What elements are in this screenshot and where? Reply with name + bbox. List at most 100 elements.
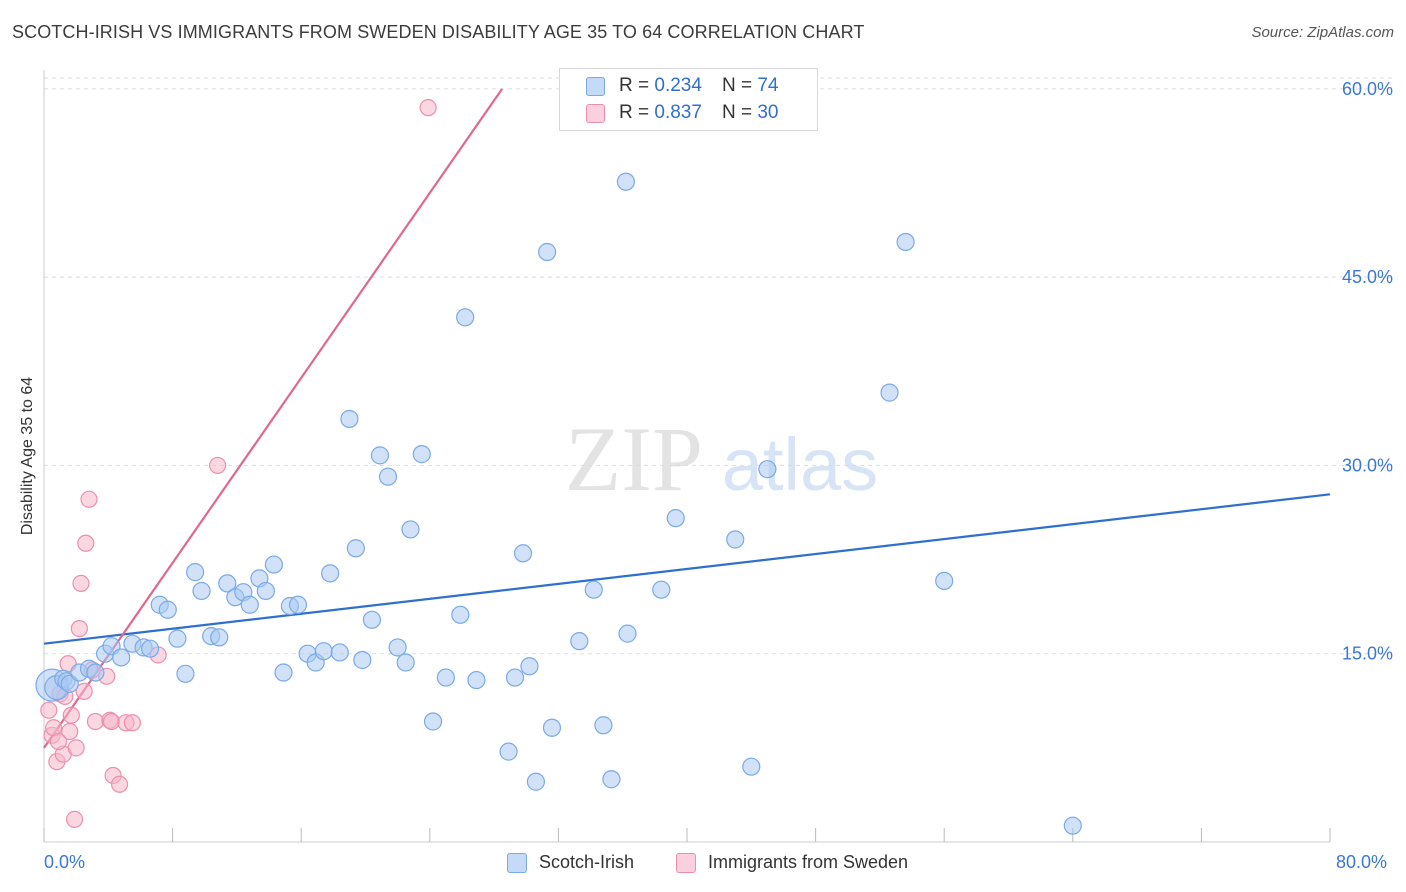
y-tick-label: 30.0%: [1342, 455, 1393, 475]
bottom-legend-scotch-irish: Scotch-Irish: [507, 852, 634, 873]
data-point-sweden: [86, 712, 105, 731]
data-point-sweden: [77, 534, 95, 552]
data-point-scotch-irish: [192, 581, 211, 601]
bottom-legend-sweden: Immigrants from Sweden: [676, 852, 908, 873]
x-tick-max: 80.0%: [1336, 852, 1388, 872]
data-point-scotch-irish: [1063, 816, 1082, 835]
data-point-sweden: [65, 810, 84, 829]
data-point-sweden: [62, 706, 80, 724]
data-point-sweden: [70, 620, 88, 638]
data-point-scotch-irish: [158, 600, 177, 619]
data-point-scotch-irish: [340, 409, 359, 429]
data-point-scotch-irish: [314, 642, 333, 661]
y-tick-label: 60.0%: [1342, 79, 1393, 99]
data-point-scotch-irish: [602, 770, 621, 789]
data-point-scotch-irish: [513, 544, 533, 563]
data-point-scotch-irish: [742, 757, 761, 776]
legend-n-value: 30: [757, 102, 779, 123]
legend-n-value: 74: [757, 75, 779, 96]
data-point-scotch-irish: [423, 712, 443, 731]
data-point-sweden: [49, 732, 68, 751]
scotch-irish-points: [35, 172, 1082, 835]
data-point-sweden: [72, 574, 90, 593]
bottom-legend-label: Immigrants from Sweden: [708, 852, 909, 872]
data-point-scotch-irish: [935, 571, 954, 591]
data-point-scotch-irish: [362, 610, 382, 629]
data-point-sweden: [67, 739, 85, 757]
legend-n-label: N =: [721, 75, 753, 96]
data-point-scotch-irish: [210, 628, 229, 647]
data-point-sweden: [102, 712, 121, 731]
data-point-scotch-irish: [526, 772, 545, 791]
data-point-scotch-irish: [353, 650, 372, 670]
data-point-sweden: [40, 701, 58, 719]
data-point-scotch-irish: [758, 460, 777, 479]
data-point-scotch-irish: [666, 509, 685, 528]
data-point-scotch-irish: [256, 581, 275, 601]
watermark-zip: ZIP: [565, 408, 703, 510]
data-point-scotch-irish: [401, 520, 420, 539]
data-point-scotch-irish: [218, 574, 237, 593]
data-point-scotch-irish: [618, 624, 637, 643]
y-axis-label: Disability Age 35 to 64: [19, 376, 36, 536]
data-point-sweden: [209, 456, 227, 475]
data-point-scotch-irish: [240, 595, 259, 614]
data-point-scotch-irish: [330, 643, 349, 662]
data-point-scotch-irish: [346, 539, 365, 558]
data-point-sweden: [75, 682, 93, 700]
data-point-sweden: [110, 775, 129, 793]
data-point-scotch-irish: [467, 670, 486, 690]
data-point-scotch-irish: [542, 718, 562, 737]
data-point-scotch-irish: [321, 564, 340, 583]
data-point-scotch-irish: [594, 716, 613, 735]
y-tick-label: 15.0%: [1342, 644, 1393, 664]
data-point-scotch-irish: [168, 629, 187, 648]
data-point-scotch-irish: [616, 172, 636, 191]
watermark-atlas: atlas: [722, 423, 878, 506]
data-point-scotch-irish: [456, 308, 475, 327]
y-tick-label: 45.0%: [1342, 267, 1393, 287]
trend-lines: [43, 88, 1331, 749]
source-label: Source: ZipAtlas.com: [1251, 24, 1394, 41]
data-point-sweden: [123, 714, 142, 732]
legend-r-value: 0.837: [654, 102, 702, 123]
data-point-scotch-irish: [264, 555, 283, 574]
data-point-scotch-irish: [436, 668, 455, 687]
bottom-legend-label: Scotch-Irish: [539, 852, 635, 872]
data-point-sweden: [419, 99, 437, 117]
data-point-scotch-irish: [570, 632, 589, 651]
data-point-scotch-irish: [538, 242, 557, 262]
y-tick-labels: 15.0% 30.0% 45.0% 60.0%: [1342, 79, 1393, 664]
data-point-sweden: [80, 490, 98, 508]
legend-r-value: 0.234: [654, 75, 702, 96]
data-point-scotch-irish: [412, 445, 431, 464]
legend-row-scotch-irish: R = 0.234 N = 74: [586, 74, 778, 98]
data-point-scotch-irish: [112, 648, 131, 667]
bottom-legend-swatch-pink: [676, 852, 696, 873]
chart-title: SCOTCH-IRISH VS IMMIGRANTS FROM SWEDEN D…: [12, 22, 865, 42]
data-point-scotch-irish: [140, 639, 160, 658]
data-point-scotch-irish: [288, 595, 308, 614]
x-tick-min: 0.0%: [44, 852, 86, 872]
legend-r-label: R =: [619, 102, 650, 123]
data-point-scotch-irish: [378, 467, 398, 486]
watermark: ZIP atlas: [565, 408, 878, 510]
legend-r-label: R =: [619, 75, 650, 96]
data-point-scotch-irish: [176, 664, 195, 683]
data-point-scotch-irish: [880, 383, 899, 402]
data-point-scotch-irish: [388, 638, 407, 657]
data-point-scotch-irish: [505, 668, 525, 687]
data-point-scotch-irish: [896, 232, 915, 252]
correlation-legend: R = 0.234 N = 74 R = 0.837 N = 30: [559, 68, 818, 131]
gridlines: [44, 77, 1392, 655]
legend-swatch-pink: [586, 103, 605, 123]
data-point-scotch-irish: [726, 530, 745, 549]
legend-n-label: N =: [721, 102, 753, 123]
data-point-scotch-irish: [584, 580, 603, 599]
data-point-scotch-irish: [186, 563, 205, 582]
data-point-scotch-irish: [451, 605, 470, 624]
data-point-scotch-irish: [652, 580, 671, 599]
data-point-scotch-irish: [274, 663, 293, 682]
legend-swatch-blue: [586, 76, 605, 96]
